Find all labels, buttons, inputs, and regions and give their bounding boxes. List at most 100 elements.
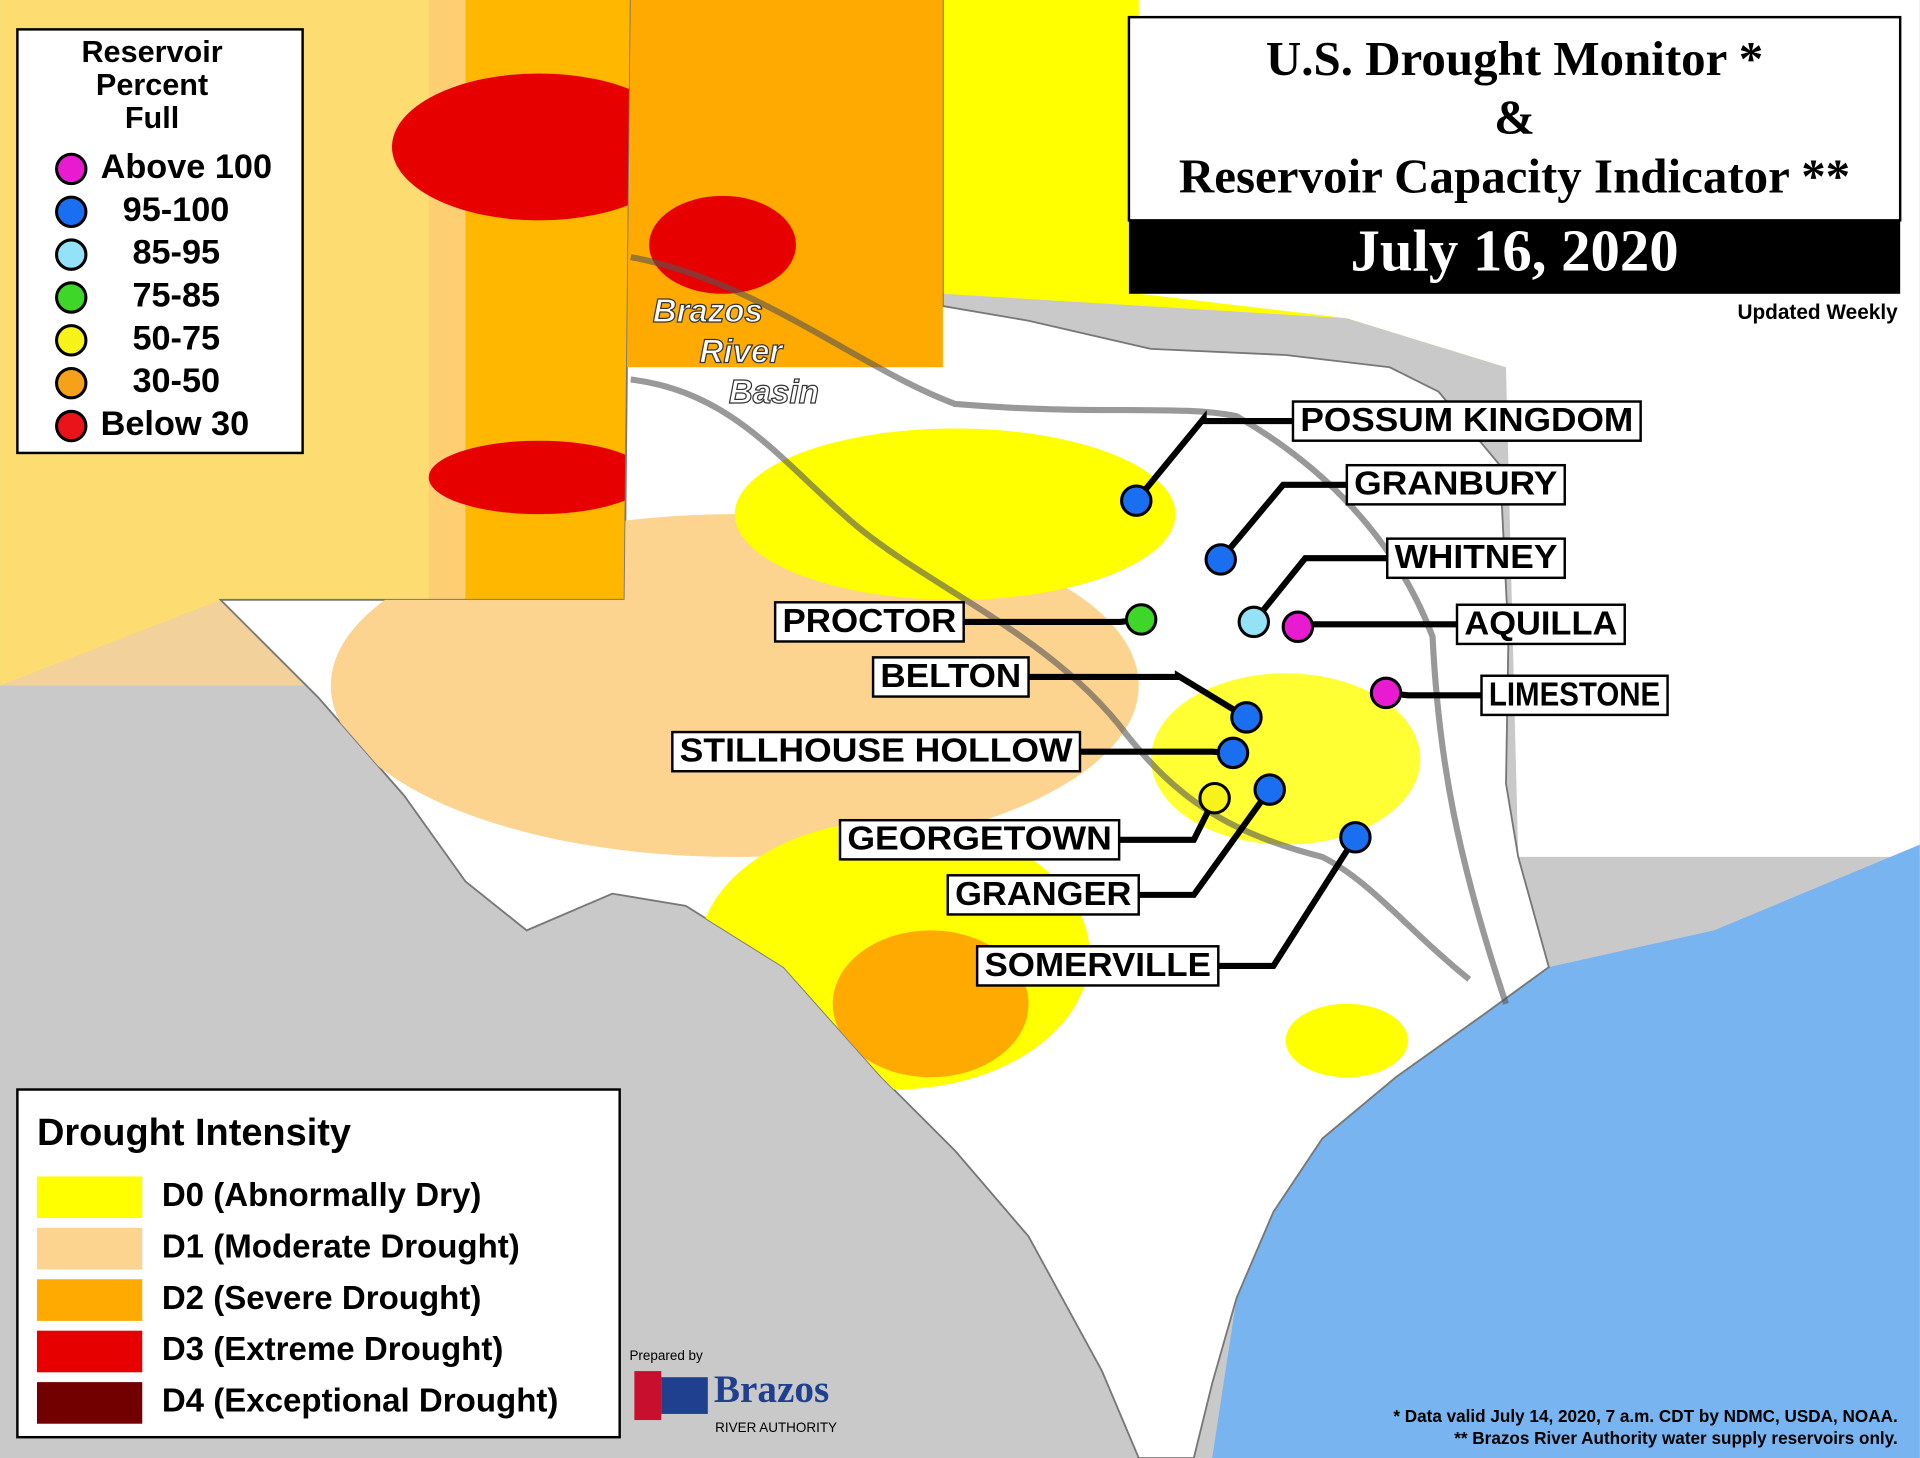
leader-line (1079, 748, 1234, 756)
bra-logo (634, 1371, 708, 1421)
reservoir-label: POSSUM KINGDOM (1300, 402, 1633, 439)
drought-area (391, 73, 686, 221)
reservoir-label-box (1480, 674, 1669, 717)
reservoir-label-box (1345, 463, 1566, 506)
legend-label: Above 100 (101, 148, 272, 186)
logo-shape (661, 1377, 708, 1414)
legend-label: D3 (Extreme Drought) (162, 1331, 504, 1368)
legend-title: Drought Intensity (37, 1112, 351, 1154)
leader-line (963, 616, 1142, 625)
legend-swatch (55, 195, 88, 229)
date-box (1128, 220, 1901, 294)
title-box (1127, 15, 1902, 222)
reservoir-label: WHITNEY (1395, 539, 1558, 576)
date: July 16, 2020 (1351, 219, 1679, 284)
reservoir-marker (1204, 543, 1237, 576)
reservoir-label-box (1386, 537, 1566, 580)
legend-swatch (55, 281, 88, 314)
reservoir-label-box (671, 730, 1082, 773)
reservoir-label: STILLHOUSE HOLLOW (680, 733, 1074, 770)
legend-swatch (55, 152, 88, 186)
reservoir-label: GRANBURY (1354, 466, 1557, 503)
update-note: Updated Weekly (1737, 301, 1898, 324)
legend-swatch (36, 1227, 143, 1270)
reservoir-marker (1216, 736, 1250, 770)
legend-swatch (36, 1176, 143, 1219)
footnote: ** Brazos River Authority water supply r… (1454, 1428, 1898, 1448)
drought-area (428, 440, 650, 515)
legend-swatch (55, 324, 88, 357)
legend-swatch (36, 1330, 143, 1373)
title-line: U.S. Drought Monitor * (1266, 31, 1763, 86)
reservoir-marker (1237, 605, 1271, 639)
legend-title: Percent (96, 68, 208, 102)
reservoir-marker (1124, 603, 1158, 636)
leader-line (1138, 787, 1273, 898)
reservoir-label-box (946, 874, 1140, 916)
basin-boundary (630, 254, 1509, 1005)
title-line: Reservoir Capacity Indicator ** (1179, 148, 1850, 203)
reservoir-marker (1369, 676, 1403, 710)
reservoir-label-box (975, 945, 1220, 987)
reservoir-label-box (1291, 400, 1642, 442)
reservoir-label-box (838, 818, 1121, 861)
header (1127, 15, 1902, 294)
reservoir-marker (1120, 484, 1153, 517)
drought-area (734, 428, 1176, 600)
prepared-by: Prepared by (629, 1348, 703, 1363)
reservoir-marker (1281, 610, 1315, 644)
leader-line (1297, 621, 1458, 630)
reservoir-marker (1253, 773, 1286, 806)
org-name: Brazos (714, 1368, 829, 1411)
leader-line (1133, 410, 1293, 503)
basin-label: River (700, 334, 785, 371)
leader-line (1218, 481, 1347, 562)
legend-label: 30-50 (132, 362, 220, 400)
reservoir-label: PROCTOR (782, 603, 956, 640)
reservoir-label-box (871, 656, 1030, 698)
legend-label: 75-85 (132, 277, 220, 315)
org-subtitle: RIVER AUTHORITY (715, 1420, 837, 1435)
legend-label: D1 (Moderate Drought) (162, 1228, 520, 1265)
reservoir-label-box (773, 601, 965, 643)
reservoir-label: SOMERVILLE (984, 947, 1210, 984)
title-line: & (1494, 90, 1535, 145)
basin-boundary (630, 376, 1472, 982)
reservoir-label: BELTON (880, 658, 1021, 695)
basin-label: Basin (729, 374, 819, 411)
legend-swatch (55, 409, 88, 443)
legend-label: 95-100 (123, 191, 230, 229)
reservoir-marker (1230, 701, 1263, 734)
reservoir-label: LIMESTONE (1489, 676, 1660, 713)
drought-area (649, 195, 796, 294)
legend-swatch (36, 1279, 143, 1321)
leader-line (1028, 670, 1249, 720)
reservoir-label: GEORGETOWN (847, 821, 1111, 858)
leader-line (1218, 835, 1358, 969)
reservoir-marker (1339, 821, 1372, 854)
reservoir-label: AQUILLA (1464, 605, 1617, 642)
legend-label: 50-75 (132, 319, 220, 357)
legend-label: D0 (Abnormally Dry) (162, 1177, 482, 1214)
reservoir-marker (1198, 781, 1231, 815)
legend-label: D2 (Severe Drought) (162, 1280, 482, 1317)
legend-swatch (55, 238, 88, 271)
drought-area (1285, 1003, 1409, 1078)
logo-shape (634, 1371, 662, 1421)
legend-swatch (55, 366, 88, 400)
drought-area (624, 0, 943, 368)
leader-line (1251, 555, 1388, 624)
gulf-of-mexico (1212, 844, 1920, 1458)
reservoir-label: GRANGER (955, 876, 1131, 913)
legend-title: Full (125, 101, 179, 135)
legend-title: Reservoir (81, 35, 222, 69)
legend-label: 85-95 (132, 234, 220, 272)
basin-label: Brazos (653, 293, 763, 330)
legend-label: Below 30 (101, 405, 250, 443)
footnote: * Data valid July 14, 2020, 7 a.m. CDT b… (1393, 1406, 1897, 1426)
legend-swatch (36, 1382, 143, 1424)
legend-label: D4 (Exceptional Drought) (162, 1383, 559, 1420)
reservoir-label-box (1455, 603, 1626, 646)
